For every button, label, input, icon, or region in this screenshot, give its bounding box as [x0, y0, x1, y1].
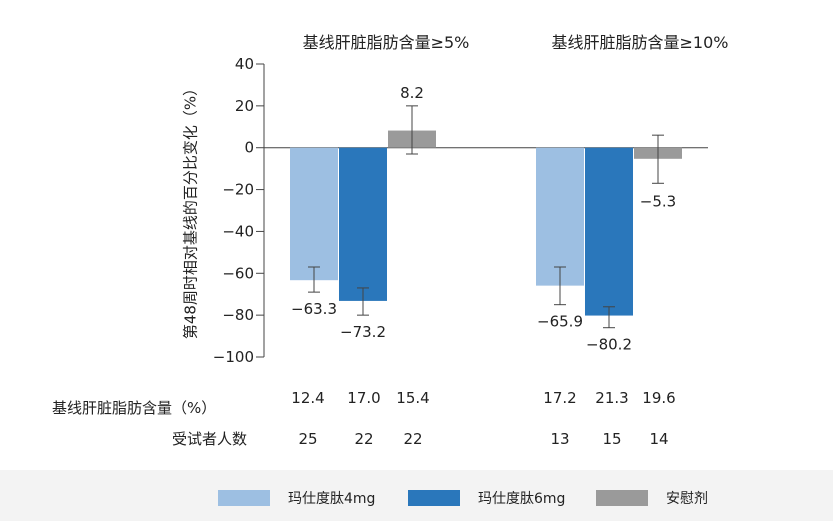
baseline-fat-value: 12.4 — [291, 389, 324, 407]
legend-swatch-6mg — [408, 490, 460, 506]
baseline-fat-value: 17.2 — [543, 389, 576, 407]
data-label: −63.3 — [291, 300, 337, 318]
y-tick-label: 20 — [235, 97, 254, 115]
subjects-value: 25 — [298, 430, 317, 448]
data-label: −65.9 — [537, 313, 583, 331]
baseline-fat-value: 21.3 — [595, 389, 628, 407]
y-axis-group: 40 20 0 −20 −40 −60 −80 −100 — [213, 55, 708, 366]
legend-label-6mg: 玛仕度肽6mg — [478, 491, 566, 507]
legend-item-6mg: 玛仕度肽6mg — [408, 488, 565, 508]
data-label: −5.3 — [640, 192, 676, 210]
legend-label-4mg: 玛仕度肽4mg — [288, 491, 376, 507]
y-tick-label: −20 — [222, 181, 254, 199]
y-tick-label: −60 — [222, 264, 254, 282]
legend: 玛仕度肽4mg 玛仕度肽6mg 安慰剂 — [0, 488, 833, 510]
legend-item-4mg: 玛仕度肽4mg — [218, 488, 375, 508]
y-tick-label: −40 — [222, 222, 254, 240]
baseline-fat-value: 19.6 — [642, 389, 675, 407]
subjects-row-label: 受试者人数 — [172, 430, 248, 448]
group-title: 基线肝脏脂肪含量≥10% — [552, 33, 729, 52]
data-label: −80.2 — [586, 336, 632, 354]
legend-swatch-4mg — [218, 490, 270, 506]
subjects-value: 22 — [354, 430, 373, 448]
subjects-value: 13 — [550, 430, 569, 448]
subjects-value: 14 — [649, 430, 668, 448]
y-tick-label: −80 — [222, 306, 254, 324]
subjects-value: 15 — [602, 430, 621, 448]
legend-item-placebo: 安慰剂 — [596, 488, 708, 508]
legend-swatch-placebo — [596, 490, 648, 506]
baseline-fat-row-label: 基线肝脏脂肪含量（%） — [52, 399, 217, 417]
bars-group — [290, 105, 682, 329]
y-tick-label: 0 — [244, 139, 254, 157]
legend-label-placebo: 安慰剂 — [666, 491, 708, 507]
baseline-fat-value: 15.4 — [396, 389, 429, 407]
labels-group: 基线肝脏脂肪含量≥5% 基线肝脏脂肪含量≥10% −63.3 12.4 25 −65.9 1… — [291, 33, 728, 448]
baseline-fat-value: 17.0 — [347, 389, 380, 407]
y-tick-label: 40 — [235, 55, 254, 73]
bar — [585, 147, 633, 316]
bar — [290, 147, 338, 281]
y-axis-label: 第48周时相对基线的百分比变化（%） — [181, 80, 200, 340]
y-tick-label: −100 — [213, 348, 254, 366]
bar — [339, 147, 387, 301]
bar — [536, 147, 584, 286]
data-label: 8.2 — [400, 84, 424, 102]
group-title: 基线肝脏脂肪含量≥5% — [303, 33, 470, 52]
subjects-value: 22 — [403, 430, 422, 448]
data-label: −73.2 — [340, 323, 386, 341]
